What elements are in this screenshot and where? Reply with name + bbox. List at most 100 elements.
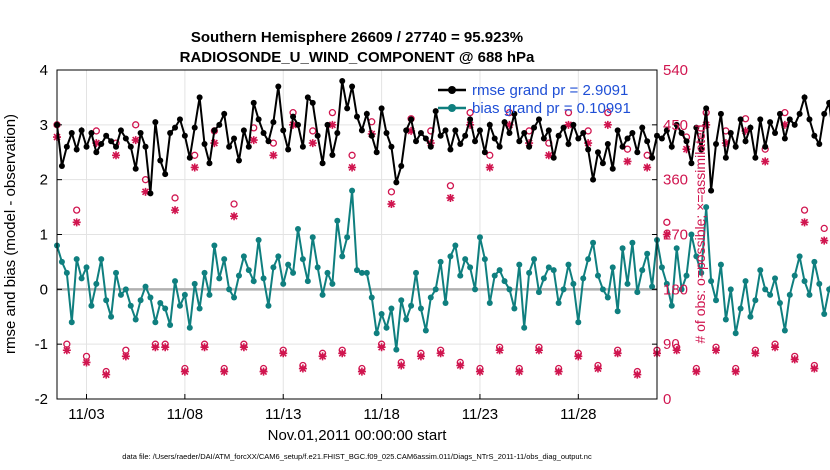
rmse-point [580, 130, 587, 137]
rmse-point [142, 143, 149, 150]
bias-point [772, 275, 779, 282]
rmse-point [791, 121, 798, 128]
rmse-point [427, 143, 434, 150]
obs-possible-marker [328, 108, 337, 117]
bias-point [442, 300, 449, 307]
rmse-point [762, 143, 769, 150]
obs-assimilated-marker [584, 139, 593, 148]
rmse-point [467, 116, 474, 123]
bias-point [599, 286, 606, 293]
legend-rmse-marker [448, 86, 456, 94]
rmse-point [486, 121, 493, 128]
bias-point [540, 275, 547, 282]
rmse-point [186, 154, 193, 161]
bias-point [732, 330, 739, 337]
bias-point [609, 264, 616, 271]
y-tick-label: 0 [40, 281, 48, 298]
bias-point [319, 291, 326, 298]
obs-assimilated-marker [387, 200, 396, 209]
rmse-point [152, 119, 159, 126]
bias-point [521, 324, 528, 331]
bias-point [535, 289, 542, 296]
rmse-point [250, 99, 257, 106]
bias-point [737, 305, 744, 312]
y-right-tick-label: 0 [663, 391, 671, 408]
bias-point [649, 283, 656, 290]
bias-point [673, 245, 680, 252]
bias-point [688, 231, 695, 238]
obs-possible-marker [604, 108, 612, 117]
rmse-point [285, 146, 292, 153]
rmse-point [826, 99, 830, 106]
rmse-point [526, 143, 533, 150]
obs-assimilated-marker [613, 349, 622, 358]
bias-point [403, 316, 410, 323]
bias-point [147, 294, 154, 301]
bias-point [796, 253, 803, 260]
rmse-point [604, 141, 611, 148]
rmse-point [122, 135, 129, 142]
rmse-point [226, 143, 233, 150]
bias-point [496, 267, 503, 274]
rmse-point [68, 130, 75, 137]
rmse-point [127, 143, 134, 150]
bias-point [334, 217, 341, 224]
rmse-point [452, 127, 459, 134]
obs-assimilated-marker [180, 367, 189, 376]
obs-assimilated-marker [298, 364, 307, 373]
bias-point [580, 275, 587, 282]
obs-possible-marker [663, 218, 671, 226]
bias-point [157, 300, 164, 307]
bias-point [526, 269, 533, 276]
y-tick-label: -1 [35, 336, 48, 353]
bias-point [181, 291, 188, 298]
bias-point [280, 280, 287, 287]
rmse-point [260, 130, 267, 137]
rmse-point [752, 154, 759, 161]
bias-point [358, 269, 365, 276]
chart-title: Southern Hemisphere 26609 / 27740 = 95.9… [191, 29, 523, 46]
rmse-point [649, 154, 656, 161]
bias-point [309, 234, 316, 241]
bias-point [132, 316, 139, 323]
obs-possible-marker [564, 108, 573, 117]
rmse-point [358, 127, 365, 134]
bias-line [56, 190, 830, 350]
rmse-point [624, 135, 631, 142]
rmse-point [216, 121, 223, 128]
rmse-point [176, 116, 183, 123]
obs-assimilated-marker [308, 139, 317, 148]
rmse-point [270, 119, 277, 126]
obs-assimilated-marker [712, 346, 721, 355]
obs-possible-marker [486, 151, 494, 159]
rmse-point [231, 135, 238, 142]
bias-point [388, 305, 395, 312]
obs-assimilated-marker [741, 126, 750, 135]
obs-assimilated-marker [780, 120, 789, 129]
x-tick-label: 11/23 [462, 406, 498, 423]
y-right-tick-label: 450 [663, 117, 688, 134]
rmse-point [816, 141, 823, 148]
obs-assimilated-marker [190, 163, 199, 172]
bias-point [722, 316, 729, 323]
obs-assimilated-marker [623, 157, 632, 166]
obs-assimilated-marker [357, 367, 366, 376]
obs-assimilated-marker [259, 367, 268, 376]
obs-assimilated-marker [416, 352, 425, 361]
bias-point [624, 280, 631, 287]
rmse-point [668, 143, 675, 150]
rmse-point [73, 146, 80, 153]
obs-assimilated-marker [131, 136, 140, 145]
bias-point [329, 280, 336, 287]
rmse-point [98, 141, 105, 148]
y-axis-label: rmse and bias (model - observation) [2, 114, 19, 354]
bias-point [285, 261, 292, 268]
bias-point [786, 291, 793, 298]
obs-possible-marker [309, 127, 317, 135]
obs-assimilated-marker [515, 367, 524, 376]
bias-point [78, 275, 85, 282]
rmse-point [167, 130, 174, 137]
bias-point [290, 269, 297, 276]
bias-point [354, 267, 360, 274]
rmse-point [457, 141, 464, 148]
